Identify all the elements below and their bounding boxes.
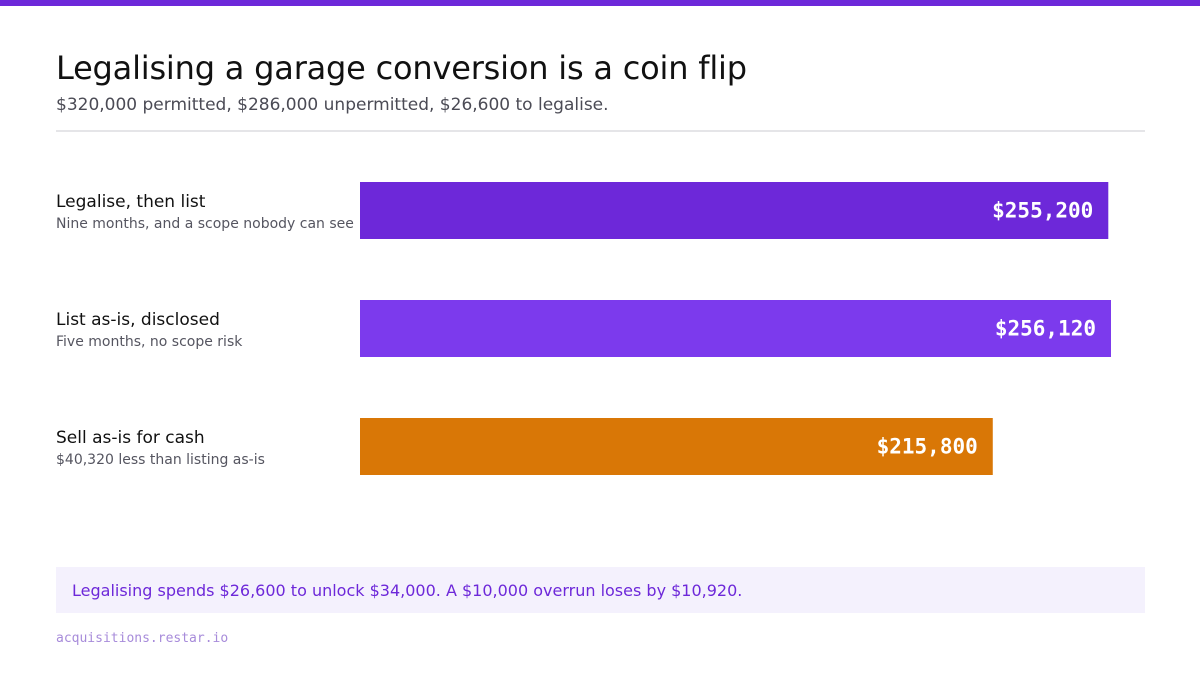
bar-value-label: $215,800	[877, 435, 978, 459]
callout-box: Legalising spends $26,600 to unlock $34,…	[56, 567, 1145, 613]
top-accent-bar	[0, 0, 1200, 6]
chart-subtitle: $320,000 permitted, $286,000 unpermitted…	[56, 95, 609, 115]
category-note: Five months, no scope risk	[56, 334, 243, 350]
category-note: Nine months, and a scope nobody can see	[56, 216, 354, 232]
category-label: Sell as-is for cash	[56, 428, 205, 448]
category-label: List as-is, disclosed	[56, 310, 220, 330]
chart-title: Legalising a garage conversion is a coin…	[56, 49, 747, 87]
bar-1	[360, 300, 1111, 357]
bar-0	[360, 182, 1109, 239]
bar-value-label: $255,200	[992, 199, 1093, 223]
category-label: Legalise, then list	[56, 192, 206, 212]
header-divider	[56, 130, 1145, 132]
source-link[interactable]: acquisitions.restar.io	[56, 631, 229, 646]
bar-2	[360, 418, 993, 475]
row-label-sell-cash: Sell as-is for cash $40,320 less than li…	[56, 427, 346, 469]
row-label-legalise: Legalise, then list Nine months, and a s…	[56, 191, 354, 233]
callout-text: Legalising spends $26,600 to unlock $34,…	[72, 581, 743, 600]
bar-value-label: $256,120	[995, 317, 1096, 341]
category-note: $40,320 less than listing as-is	[56, 452, 265, 468]
row-label-list-as-is: List as-is, disclosed Five months, no sc…	[56, 309, 346, 351]
